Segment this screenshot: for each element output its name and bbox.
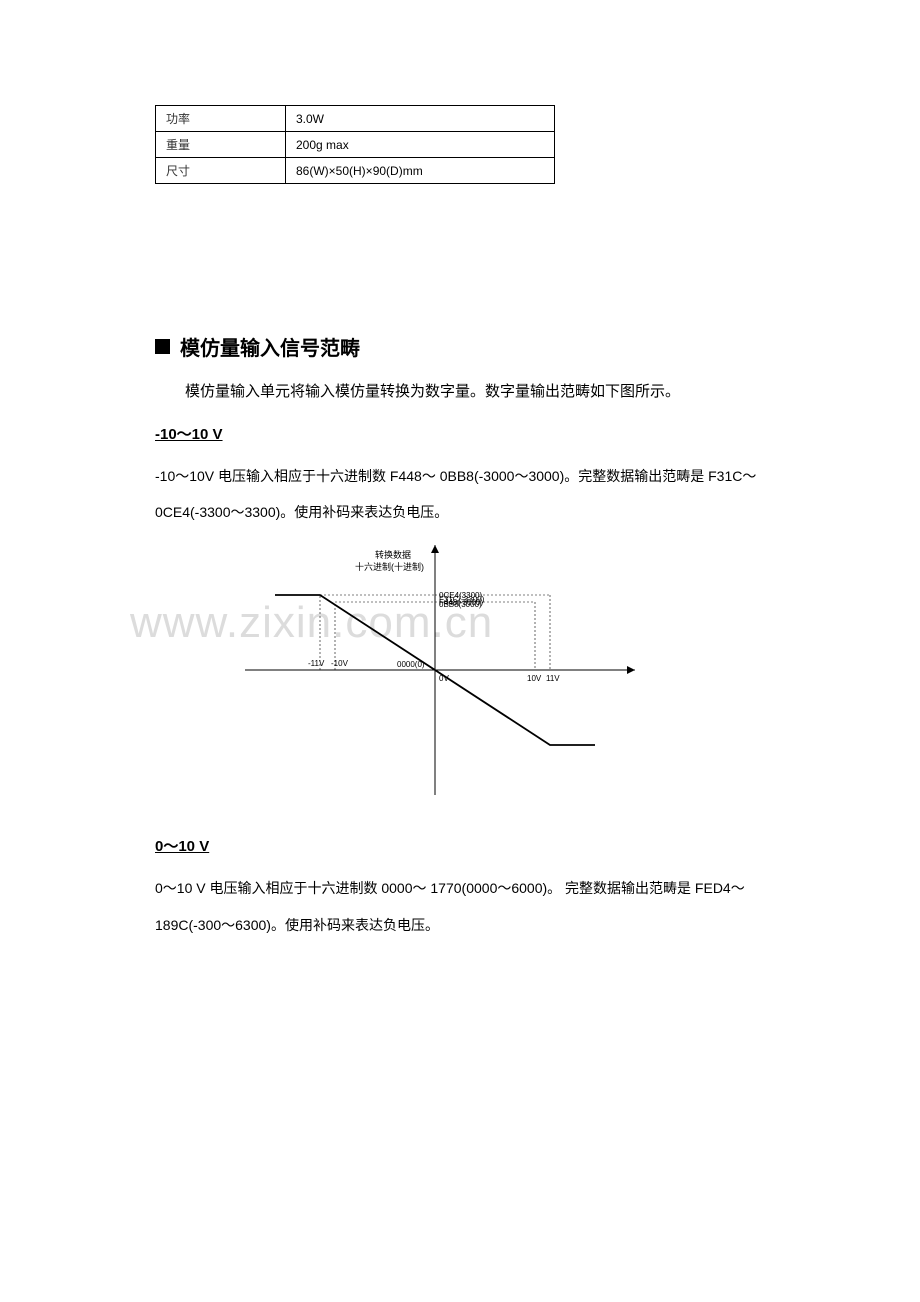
svg-text:转换数据: 转换数据 — [375, 549, 411, 560]
svg-text:0V: 0V — [439, 674, 449, 683]
spec-label: 功率 — [156, 106, 286, 132]
section-title: 模仿量输入信号范畴 — [180, 332, 360, 361]
svg-text:-11V: -11V — [308, 659, 325, 668]
spec-label: 尺寸 — [156, 158, 286, 184]
table-row: 重量200g max — [156, 132, 555, 158]
svg-text:10V: 10V — [527, 674, 542, 683]
range2-para: 0～10 V 电压输入相应于十六进制数 0000～ 1770(0000～6000… — [155, 870, 775, 943]
spec-value: 86(W)×50(H)×90(D)mm — [286, 158, 555, 184]
spec-table: 功率3.0W重量200g max尺寸86(W)×50(H)×90(D)mm — [155, 105, 555, 184]
conversion-chart: 转换数据十六进制(十进制)0CE4(3300)0BB8(3000)0000(0)… — [235, 540, 775, 805]
spec-label: 重量 — [156, 132, 286, 158]
svg-text:-10V: -10V — [331, 659, 349, 668]
section-intro: 模仿量输入单元将输入模仿量转换为数字量。数字量输出范畴如下图所示。 — [155, 379, 775, 405]
bullet-square-icon — [155, 339, 170, 354]
svg-text:十六进制(十进制): 十六进制(十进制) — [355, 561, 424, 572]
table-row: 功率3.0W — [156, 106, 555, 132]
range2-heading: 0～10 V — [155, 835, 775, 856]
table-row: 尺寸86(W)×50(H)×90(D)mm — [156, 158, 555, 184]
range1-para: -10～10V 电压输入相应于十六进制数 F448～ 0BB8(-3000～30… — [155, 458, 775, 531]
spec-value: 200g max — [286, 132, 555, 158]
svg-text:F31C(-3300): F31C(-3300) — [439, 595, 485, 604]
svg-text:11V: 11V — [546, 674, 560, 683]
document-page: 功率3.0W重量200g max尺寸86(W)×50(H)×90(D)mm 模仿… — [0, 0, 920, 1013]
spec-value: 3.0W — [286, 106, 555, 132]
section-heading: 模仿量输入信号范畴 — [155, 332, 775, 361]
svg-text:0000(0): 0000(0) — [397, 660, 425, 669]
range1-heading: -10～10 V — [155, 423, 775, 444]
